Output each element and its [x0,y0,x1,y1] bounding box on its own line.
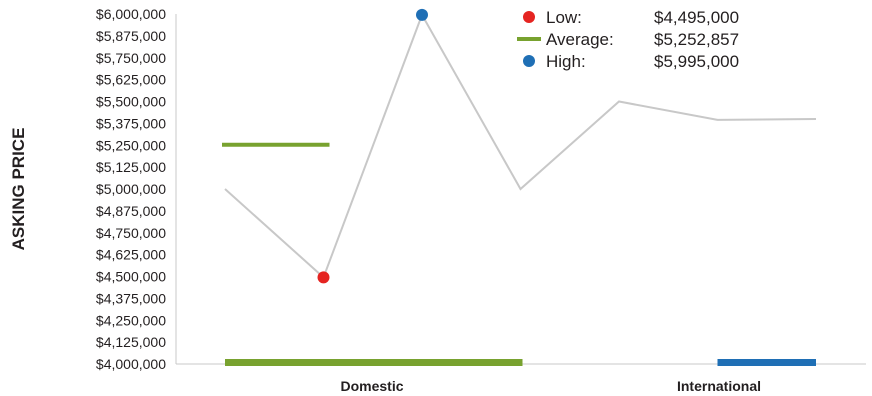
legend-value: $5,995,000 [654,52,739,71]
y-tick-label: $4,125,000 [96,334,166,350]
y-tick-label: $5,125,000 [96,159,166,175]
y-tick-label: $5,000,000 [96,181,166,197]
y-tick-label: $4,000,000 [96,356,166,372]
x-category-label: Domestic [340,378,403,394]
category-bar-domestic [225,359,523,366]
y-tick-label: $5,250,000 [96,137,166,153]
legend-marker-dot [523,11,535,23]
x-category-label: International [677,378,761,394]
y-tick-label: $5,500,000 [96,94,166,110]
category-bar-international [717,359,816,366]
category-bars [225,359,816,366]
legend-value: $4,495,000 [654,8,739,27]
y-tick-label: $6,000,000 [96,6,166,22]
legend-value: $5,252,857 [654,30,739,49]
y-tick-label: $5,625,000 [96,72,166,88]
category-labels: Domestic International [340,378,761,394]
y-axis-title-group: ASKING PRICE [9,128,28,251]
y-tick-label: $4,875,000 [96,203,166,219]
legend-label: High: [546,52,586,71]
y-tick-label: $5,750,000 [96,50,166,66]
series-layer [222,8,817,284]
y-tick-label: $4,500,000 [96,269,166,285]
legend-marker-dot [523,55,535,67]
legend-label: Low: [546,8,582,27]
high-point-marker [416,8,428,21]
y-tick-label: $4,250,000 [96,312,166,328]
y-axis-ticks: $4,000,000 $4,125,000 $4,250,000 $4,375,000… [96,6,166,372]
y-tick-label: $4,750,000 [96,225,166,241]
y-tick-label: $4,375,000 [96,290,166,306]
y-tick-label: $5,375,000 [96,115,166,131]
y-axis-label: ASKING PRICE [9,128,28,251]
low-point-marker [317,271,330,284]
legend-label: Average: [546,30,614,49]
legend: Low: $4,495,000 Average: $5,252,857 High: $5,… [517,8,739,71]
y-tick-label: $4,625,000 [96,247,166,263]
y-tick-label: $5,875,000 [96,28,166,44]
